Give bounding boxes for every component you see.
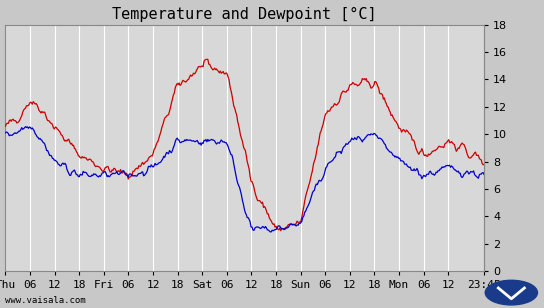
Title: Temperature and Dewpoint [°C]: Temperature and Dewpoint [°C]	[113, 7, 377, 22]
Circle shape	[485, 280, 537, 305]
Text: www.vaisala.com: www.vaisala.com	[5, 296, 86, 305]
